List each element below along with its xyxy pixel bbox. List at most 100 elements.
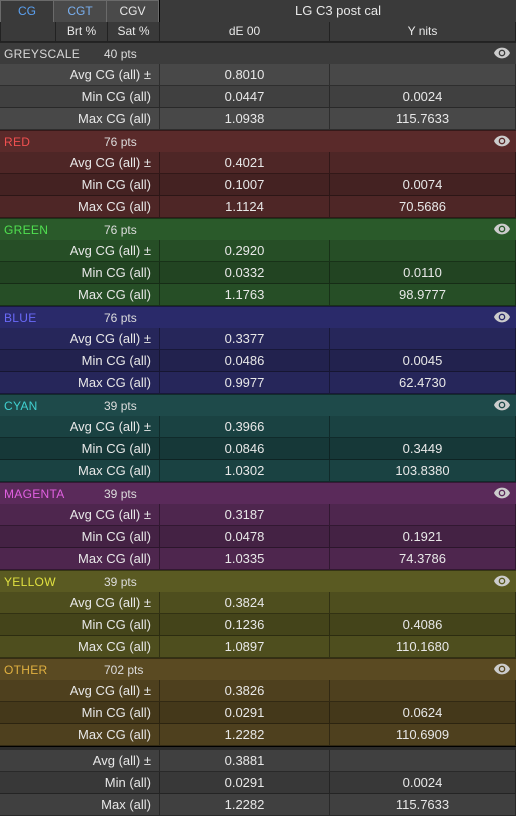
section-header-blue: BLUE76 pts — [0, 306, 516, 328]
summary-max-row: Max (all) 1.2282 115.7633 — [0, 794, 516, 816]
row-avg-label: Avg CG (all) ± — [0, 152, 160, 174]
row-min-de: 0.0291 — [160, 702, 330, 724]
visibility-toggle-icon[interactable] — [486, 574, 516, 590]
row-min: Min CG (all)0.03320.0110 — [0, 262, 516, 284]
row-avg-label: Avg CG (all) ± — [0, 240, 160, 262]
row-min-y: 0.4086 — [330, 614, 516, 636]
visibility-toggle-icon[interactable] — [486, 486, 516, 502]
row-max: Max CG (all)1.176398.9777 — [0, 284, 516, 306]
row-min-de: 0.0447 — [160, 86, 330, 108]
visibility-toggle-icon[interactable] — [486, 222, 516, 238]
row-max-de: 0.9977 — [160, 372, 330, 394]
row-min-label: Min CG (all) — [0, 86, 160, 108]
section-pts: 39 pts — [104, 487, 174, 501]
summary-avg-label: Avg (all) ± — [0, 750, 160, 772]
row-avg-label: Avg CG (all) ± — [0, 592, 160, 614]
section-header-cyan: CYAN39 pts — [0, 394, 516, 416]
visibility-toggle-icon[interactable] — [486, 398, 516, 414]
col-header-y: Y nits — [330, 22, 516, 42]
row-max-y: 74.3786 — [330, 548, 516, 570]
row-avg-y — [330, 240, 516, 262]
section-pts: 40 pts — [104, 47, 174, 61]
row-max: Max CG (all)1.033574.3786 — [0, 548, 516, 570]
section-other: OTHER702 ptsAvg CG (all) ±0.3826Min CG (… — [0, 658, 516, 746]
tab-group: CG CGT CGV — [0, 0, 160, 23]
col-header-sat: Sat % — [108, 22, 160, 42]
row-min-de: 0.1007 — [160, 174, 330, 196]
section-name: BLUE — [4, 311, 104, 325]
row-max-label: Max CG (all) — [0, 724, 160, 746]
section-pts: 76 pts — [104, 135, 174, 149]
visibility-toggle-icon[interactable] — [486, 46, 516, 62]
row-max-label: Max CG (all) — [0, 460, 160, 482]
row-avg: Avg CG (all) ±0.3824 — [0, 592, 516, 614]
section-name: YELLOW — [4, 575, 104, 589]
row-max-label: Max CG (all) — [0, 196, 160, 218]
row-max-de: 1.2282 — [160, 724, 330, 746]
row-avg-y — [330, 680, 516, 702]
tab-cgv[interactable]: CGV — [106, 0, 159, 23]
row-avg-label: Avg CG (all) ± — [0, 504, 160, 526]
tab-cgt[interactable]: CGT — [53, 0, 106, 23]
col-header-blank — [0, 22, 56, 42]
row-avg: Avg CG (all) ±0.3826 — [0, 680, 516, 702]
row-avg-y — [330, 328, 516, 350]
section-pts: 702 pts — [104, 663, 174, 677]
row-max: Max CG (all)1.112470.5686 — [0, 196, 516, 218]
row-max-y: 98.9777 — [330, 284, 516, 306]
row-min-label: Min CG (all) — [0, 350, 160, 372]
row-min-de: 0.0846 — [160, 438, 330, 460]
row-min-y: 0.0045 — [330, 350, 516, 372]
visibility-toggle-icon[interactable] — [486, 310, 516, 326]
row-max-de: 1.1124 — [160, 196, 330, 218]
summary-avg-y — [330, 750, 516, 772]
section-magenta: MAGENTA39 ptsAvg CG (all) ±0.3187Min CG … — [0, 482, 516, 570]
row-max-de: 1.0938 — [160, 108, 330, 130]
row-min-de: 0.0478 — [160, 526, 330, 548]
row-max-label: Max CG (all) — [0, 108, 160, 130]
section-green: GREEN76 ptsAvg CG (all) ±0.2920Min CG (a… — [0, 218, 516, 306]
col-header-brt: Brt % — [56, 22, 108, 42]
row-avg-de: 0.3377 — [160, 328, 330, 350]
summary-max-de: 1.2282 — [160, 794, 330, 816]
row-avg-y — [330, 592, 516, 614]
row-min: Min CG (all)0.10070.0074 — [0, 174, 516, 196]
row-max-label: Max CG (all) — [0, 548, 160, 570]
section-name: GREEN — [4, 223, 104, 237]
row-avg: Avg CG (all) ±0.3966 — [0, 416, 516, 438]
row-avg: Avg CG (all) ±0.3187 — [0, 504, 516, 526]
summary-max-y: 115.7633 — [330, 794, 516, 816]
summary-min-label: Min (all) — [0, 772, 160, 794]
row-avg-label: Avg CG (all) ± — [0, 64, 160, 86]
row-max-de: 1.0302 — [160, 460, 330, 482]
row-min: Min CG (all)0.12360.4086 — [0, 614, 516, 636]
section-summary: Avg (all) ± 0.3881 Min (all) 0.0291 0.00… — [0, 750, 516, 816]
row-avg-label: Avg CG (all) ± — [0, 680, 160, 702]
section-name: GREYSCALE — [4, 47, 104, 61]
row-max-y: 110.6909 — [330, 724, 516, 746]
section-header-yellow: YELLOW39 pts — [0, 570, 516, 592]
row-avg-de: 0.3187 — [160, 504, 330, 526]
section-header-greyscale: GREYSCALE40 pts — [0, 42, 516, 64]
row-max: Max CG (all)1.0302103.8380 — [0, 460, 516, 482]
summary-min-row: Min (all) 0.0291 0.0024 — [0, 772, 516, 794]
row-avg-label: Avg CG (all) ± — [0, 416, 160, 438]
section-header-magenta: MAGENTA39 pts — [0, 482, 516, 504]
col-header-de: dE 00 — [160, 22, 330, 42]
row-avg-de: 0.3966 — [160, 416, 330, 438]
visibility-toggle-icon[interactable] — [486, 662, 516, 678]
row-min-de: 0.1236 — [160, 614, 330, 636]
row-avg: Avg CG (all) ±0.8010 — [0, 64, 516, 86]
row-min-label: Min CG (all) — [0, 262, 160, 284]
row-max: Max CG (all)1.2282110.6909 — [0, 724, 516, 746]
row-max-de: 1.1763 — [160, 284, 330, 306]
tab-cg[interactable]: CG — [0, 0, 53, 23]
row-avg: Avg CG (all) ±0.3377 — [0, 328, 516, 350]
section-pts: 76 pts — [104, 311, 174, 325]
row-avg-label: Avg CG (all) ± — [0, 328, 160, 350]
row-min: Min CG (all)0.04860.0045 — [0, 350, 516, 372]
section-header-other: OTHER702 pts — [0, 658, 516, 680]
visibility-toggle-icon[interactable] — [486, 134, 516, 150]
row-avg: Avg CG (all) ±0.4021 — [0, 152, 516, 174]
row-avg-y — [330, 504, 516, 526]
